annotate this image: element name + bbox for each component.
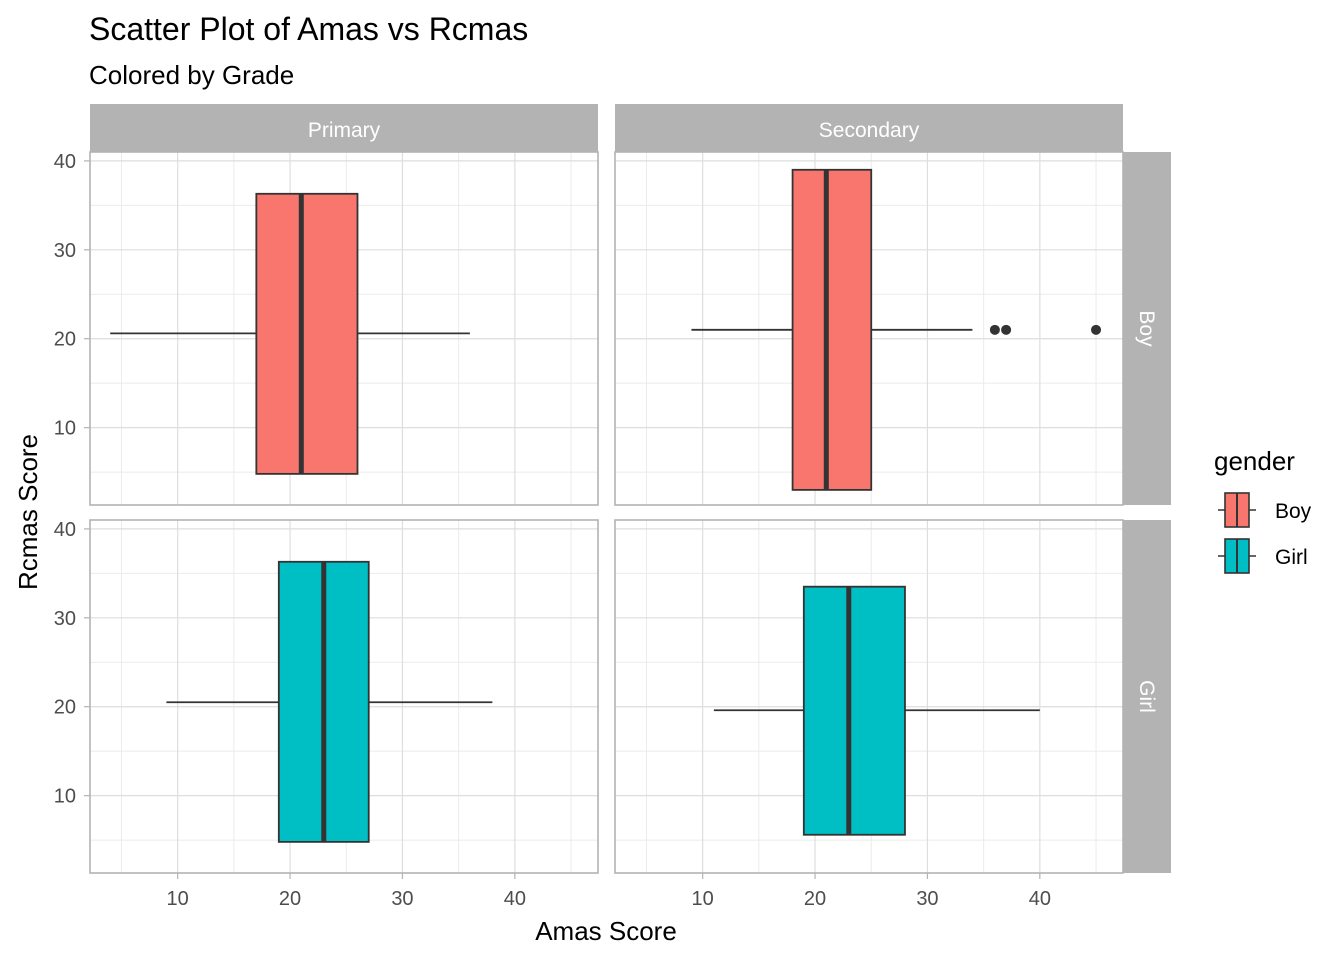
y-tick-label: 10: [54, 418, 76, 440]
panel-border: [89, 151, 599, 506]
facet-strip-row: [1123, 520, 1171, 873]
facet-strip-label: Boy: [1135, 310, 1158, 347]
boxplot: [691, 168, 1102, 491]
facet-strip-row: [1123, 152, 1171, 505]
panel-border: [614, 151, 1124, 506]
y-tick-label: 40: [54, 151, 76, 173]
chart-title: Scatter Plot of Amas vs Rcmas: [89, 11, 528, 47]
y-tick-label: 30: [54, 240, 76, 262]
outlier-point: [989, 324, 1000, 335]
y-tick-label: 20: [54, 697, 76, 719]
legend-key: [1218, 492, 1256, 528]
x-tick-label: 30: [916, 888, 938, 910]
facet-strip-col: [615, 104, 1123, 152]
y-tick-label: 30: [54, 608, 76, 630]
panels-layer: Primary Secondary Boy Girl 10 20 30 40 10 20 30 40 1…: [54, 104, 1171, 910]
boxplot: [713, 585, 1040, 836]
x-axis-label: Amas Score: [535, 916, 677, 946]
boxplot: [166, 560, 493, 843]
outlier-point: [1001, 324, 1012, 335]
legend-key: [1218, 538, 1256, 574]
y-axis-label: Rcmas Score: [13, 434, 43, 590]
x-tick-label: 20: [804, 888, 826, 910]
x-tick-label: 10: [167, 888, 189, 910]
legend-label: Girl: [1275, 546, 1308, 569]
legend-label: Boy: [1275, 500, 1312, 523]
x-tick-label: 40: [504, 888, 526, 910]
box: [255, 192, 359, 475]
panel-border: [89, 519, 599, 874]
boxplot: [110, 192, 470, 475]
x-tick-label: 20: [279, 888, 301, 910]
panel-border: [614, 519, 1124, 874]
legend: gender Boy Girl: [1214, 446, 1312, 574]
facet-strip-col: [90, 104, 598, 152]
x-tick-label: 10: [692, 888, 714, 910]
facet-strip-label: Secondary: [819, 119, 920, 142]
facet-strip-label: Girl: [1135, 680, 1158, 713]
box: [802, 585, 906, 836]
outlier-point: [1091, 324, 1102, 335]
y-tick-label: 20: [54, 329, 76, 351]
box: [791, 168, 873, 491]
facet-strip-label: Primary: [308, 119, 381, 142]
legend-title: gender: [1214, 446, 1295, 476]
chart-subtitle: Colored by Grade: [89, 60, 294, 90]
x-tick-label: 30: [391, 888, 413, 910]
x-tick-label: 40: [1029, 888, 1051, 910]
y-tick-label: 10: [54, 786, 76, 808]
y-tick-label: 40: [54, 519, 76, 541]
